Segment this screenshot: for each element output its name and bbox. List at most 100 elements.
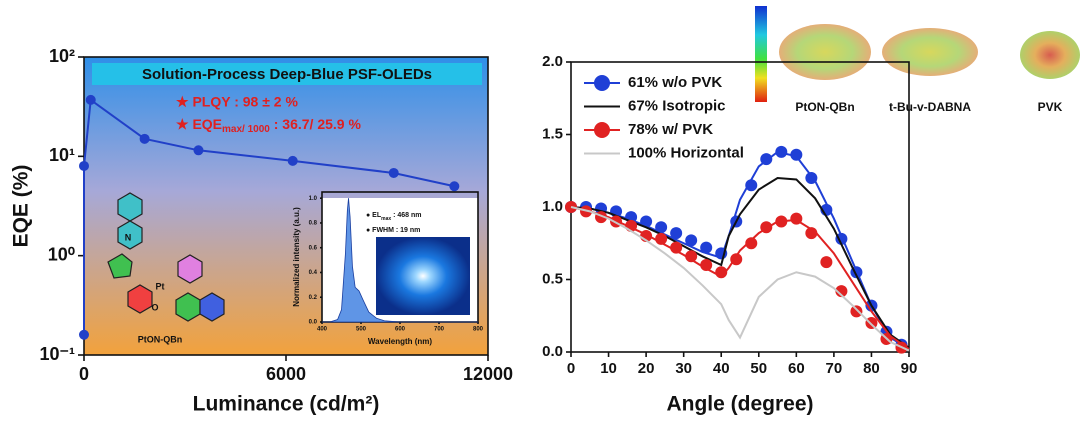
atom-label: N xyxy=(125,232,132,242)
spectrum-area xyxy=(322,198,478,323)
y-tick-label: 0.2 xyxy=(309,295,318,301)
legend-marker xyxy=(594,75,610,91)
y-tick-label: 0.4 xyxy=(309,270,318,276)
device-photo xyxy=(376,237,470,315)
annotation-text: : 36.7/ 25.9 % xyxy=(270,116,362,132)
y-tick-label: 0.5 xyxy=(542,270,563,287)
x-tick-label: 20 xyxy=(638,360,655,377)
molecule-label: PtON-QBn xyxy=(138,334,183,344)
y-tick-label: 0.0 xyxy=(309,320,318,326)
data-point xyxy=(670,227,683,240)
x-tick-label: 700 xyxy=(434,326,445,332)
surface-image xyxy=(779,24,871,80)
surface-label: t-Bu-v-DABNA xyxy=(889,100,971,114)
data-point xyxy=(388,167,399,178)
y-tick-label: 1.5 xyxy=(542,125,563,142)
data-point xyxy=(760,153,773,166)
x-tick-label: 90 xyxy=(901,360,918,377)
series-line xyxy=(83,98,455,335)
annotation-subscript: max xyxy=(381,216,391,222)
y-tick-label: 1.0 xyxy=(309,196,318,202)
x-axis-label: Angle (degree) xyxy=(666,393,813,416)
legend-label: 61% w/o PVK xyxy=(628,74,722,91)
data-point xyxy=(670,241,683,254)
legend-label: 100% Horizontal xyxy=(628,144,744,161)
x-axis-label: Luminance (cd/m²) xyxy=(193,393,380,416)
y-tick-label: 10⁰ xyxy=(48,244,75,264)
chart-title: Solution-Process Deep-Blue PSF-OLEDs xyxy=(142,66,432,83)
annotation-text: ★ EQE xyxy=(176,116,222,132)
annotation-text: : 468 nm xyxy=(391,212,421,219)
data-point xyxy=(790,148,803,161)
x-tick-label: 70 xyxy=(826,360,843,377)
y-tick-label: 0.8 xyxy=(309,221,318,227)
annotation: ★ PLQY : 98 ± 2 % xyxy=(176,94,298,110)
data-point xyxy=(139,133,150,144)
x-tick-label: 800 xyxy=(473,326,484,332)
data-point xyxy=(287,155,298,166)
data-point xyxy=(790,212,803,225)
x-tick-label: 0 xyxy=(567,360,575,377)
x-tick-label: 500 xyxy=(356,326,367,332)
atom-label: O xyxy=(151,302,158,312)
x-tick-label: 40 xyxy=(713,360,730,377)
data-point xyxy=(700,241,713,254)
legend-label: 67% Isotropic xyxy=(628,97,726,114)
x-tick-label: 30 xyxy=(675,360,692,377)
legend-label: 78% w/ PVK xyxy=(628,121,713,138)
x-tick-label: 600 xyxy=(395,326,406,332)
data-point xyxy=(805,227,818,240)
y-axis-label: Normalized intensity (a.u.) xyxy=(292,207,301,307)
y-tick-label: 10² xyxy=(49,46,75,66)
annotation: ● FWHM : 19 nm xyxy=(366,227,420,234)
surface-label: PVK xyxy=(1038,100,1063,114)
x-axis-label: Wavelength (nm) xyxy=(368,337,432,346)
data-point xyxy=(79,160,89,171)
atom-label: Pt xyxy=(156,281,165,291)
data-point xyxy=(850,305,863,318)
surface-label: PtON-QBn xyxy=(795,100,854,114)
y-axis-label: EQE (%) xyxy=(10,165,33,248)
data-point xyxy=(655,221,668,234)
data-point xyxy=(805,172,818,184)
surface-image xyxy=(1020,31,1080,79)
x-tick-label: 0 xyxy=(79,364,89,384)
data-point xyxy=(700,259,713,271)
molecule-structure xyxy=(107,192,225,322)
x-tick-label: 6000 xyxy=(266,364,306,384)
data-point xyxy=(745,179,758,192)
data-point xyxy=(449,181,460,192)
data-point xyxy=(640,215,653,228)
y-tick-label: 1.0 xyxy=(542,198,563,215)
y-tick-label: 0.6 xyxy=(309,245,318,251)
annotation: ● ELmax : 468 nm xyxy=(366,212,422,222)
data-point xyxy=(655,232,668,245)
legend-marker xyxy=(594,122,610,138)
data-point xyxy=(685,234,698,247)
data-point xyxy=(760,221,773,234)
x-tick-label: 80 xyxy=(863,360,880,377)
surface-image xyxy=(882,28,978,76)
annotation-text: ● EL xyxy=(366,212,382,219)
data-point xyxy=(730,253,743,266)
color-bar xyxy=(755,6,767,102)
series-line xyxy=(570,206,910,352)
y-tick-label: 10⁻¹ xyxy=(39,344,75,364)
data-point xyxy=(85,94,96,105)
x-tick-label: 10 xyxy=(600,360,617,377)
data-point xyxy=(193,145,204,156)
data-point xyxy=(775,145,788,158)
x-tick-label: 400 xyxy=(317,326,328,332)
y-tick-label: 10¹ xyxy=(49,145,75,165)
x-tick-label: 60 xyxy=(788,360,805,377)
data-point xyxy=(835,285,848,298)
data-point xyxy=(820,256,833,269)
title-box xyxy=(92,63,482,85)
x-tick-label: 50 xyxy=(750,360,767,377)
y-tick-label: 2.0 xyxy=(542,53,563,70)
data-point xyxy=(715,266,728,279)
y-tick-label: 0.0 xyxy=(542,343,563,360)
data-point xyxy=(685,250,698,263)
annotation: ★ EQEmax/ 1000 : 36.7/ 25.9 % xyxy=(176,116,361,135)
